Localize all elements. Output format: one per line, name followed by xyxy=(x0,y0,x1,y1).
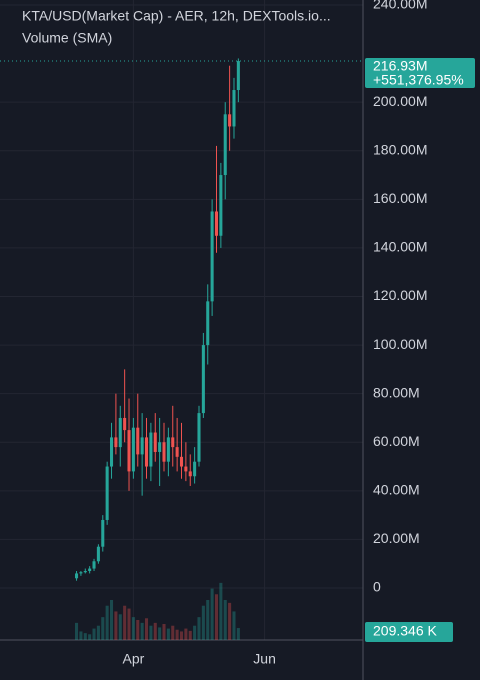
candle-body xyxy=(118,417,122,448)
candle-body xyxy=(210,211,214,302)
volume-bar xyxy=(214,594,219,640)
y-tick-label: 200.00M xyxy=(373,93,427,109)
volume-bar xyxy=(118,614,122,640)
volume-bar xyxy=(206,600,210,640)
volume-bar xyxy=(149,625,153,640)
candle-body xyxy=(232,90,236,127)
candle-body xyxy=(214,211,219,236)
volume-bar xyxy=(105,605,109,640)
volume-bar xyxy=(210,588,214,640)
candle-body xyxy=(105,466,109,520)
volume-bar xyxy=(109,600,114,640)
y-tick-label: 80.00M xyxy=(373,384,420,400)
y-tick-label: 240.00M xyxy=(373,0,427,12)
volume-bar xyxy=(88,634,92,640)
candle-body xyxy=(158,442,162,452)
volume-bar xyxy=(127,608,131,640)
candle-body xyxy=(79,572,83,574)
candle-body xyxy=(171,437,175,448)
candle-body xyxy=(83,570,87,573)
candle-body xyxy=(153,432,157,452)
volume-bar xyxy=(175,629,179,640)
candle-body xyxy=(101,519,105,547)
y-tick-label: 20.00M xyxy=(373,530,420,546)
candle-body xyxy=(223,114,227,176)
volume-bar xyxy=(171,625,175,640)
candle-body xyxy=(123,417,127,431)
volume-bar xyxy=(162,624,166,640)
volume-title: Volume (SMA) xyxy=(22,30,112,46)
candle-body xyxy=(179,456,184,467)
volume-bar xyxy=(188,630,192,640)
y-tick-label: 180.00M xyxy=(373,141,427,157)
last-price-label: 216.93M xyxy=(373,58,427,74)
last-price-box xyxy=(365,58,475,89)
candle-body xyxy=(114,437,118,448)
y-tick-label: 0 xyxy=(373,579,381,595)
volume-bar xyxy=(131,617,135,640)
candle-body xyxy=(96,546,100,562)
y-tick-label: 40.00M xyxy=(373,482,420,498)
change-label: +551,376.95% xyxy=(373,72,464,88)
volume-bar xyxy=(153,622,157,640)
volume-bar xyxy=(193,625,197,640)
volume-bar xyxy=(201,605,205,640)
volume-bar xyxy=(232,611,236,640)
candle-body xyxy=(109,437,114,467)
y-tick-label: 60.00M xyxy=(373,433,420,449)
volume-bar xyxy=(223,600,227,640)
volume-bar xyxy=(228,602,232,640)
volume-bar xyxy=(158,627,162,640)
last-volume-box xyxy=(365,622,453,642)
candle-body xyxy=(144,437,149,467)
volume-bar xyxy=(197,617,201,640)
volume-bar xyxy=(79,631,83,640)
volume-bar xyxy=(184,628,188,640)
candle-body xyxy=(219,175,223,236)
candle-body xyxy=(162,442,166,462)
candle-body xyxy=(193,461,197,477)
y-tick-label: 160.00M xyxy=(373,190,427,206)
candle-body xyxy=(140,437,144,455)
volume-bar xyxy=(96,625,100,640)
x-tick-label: Apr xyxy=(122,651,144,667)
candle-body xyxy=(166,437,170,462)
candle-body xyxy=(201,345,205,414)
volume-bar xyxy=(166,628,170,640)
volume-bar xyxy=(101,617,105,640)
candle-body xyxy=(75,573,79,579)
volume-bar xyxy=(179,631,184,640)
volume-bar xyxy=(140,622,144,640)
volume-bar xyxy=(75,622,79,640)
volume-bar xyxy=(236,628,240,640)
candle-body xyxy=(131,427,135,472)
volume-bar xyxy=(144,618,149,640)
candle-body xyxy=(184,466,188,472)
candle-body xyxy=(92,561,96,569)
y-tick-label: 120.00M xyxy=(373,287,427,303)
candle-body xyxy=(136,427,140,455)
candle-body xyxy=(228,114,232,127)
volume-bar xyxy=(136,620,140,640)
candle-body xyxy=(88,568,92,571)
candle-body xyxy=(149,432,153,467)
candle-body xyxy=(188,471,192,477)
candle-body xyxy=(175,447,179,457)
candle-body xyxy=(236,61,240,91)
volume-bar xyxy=(83,633,87,640)
y-tick-label: 100.00M xyxy=(373,336,427,352)
last-volume-label: 209.346 K xyxy=(373,623,437,639)
x-tick-label: Jun xyxy=(253,651,276,667)
volume-bar xyxy=(114,611,118,640)
y-tick-label: 140.00M xyxy=(373,239,427,255)
candle-body xyxy=(206,301,210,346)
volume-bar xyxy=(219,582,223,640)
candle-body xyxy=(197,413,201,462)
volume-bar xyxy=(92,628,96,640)
chart-title: KTA/USD(Market Cap) - AER, 12h, DEXTools… xyxy=(22,8,331,24)
volume-bar xyxy=(123,605,127,640)
candle-body xyxy=(127,430,131,472)
